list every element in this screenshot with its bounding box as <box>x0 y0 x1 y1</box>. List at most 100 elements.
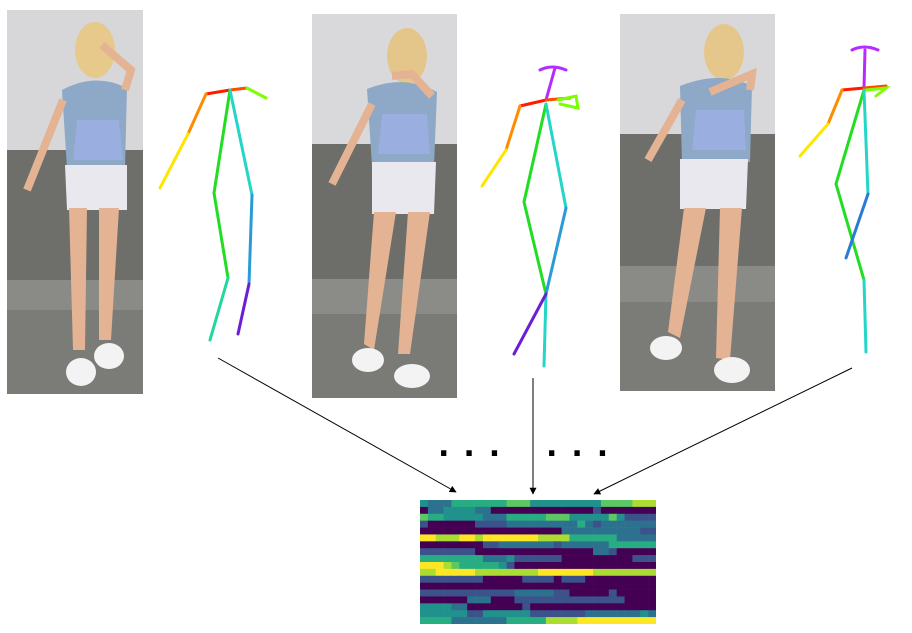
heatmap-cell <box>420 603 429 611</box>
heatmap-cell <box>475 520 484 528</box>
heatmap-cell <box>545 589 555 597</box>
heatmap-cell <box>561 589 570 597</box>
heatmap-cell <box>522 603 531 611</box>
heatmap-cell <box>498 520 507 528</box>
person-photo-icon <box>312 14 457 398</box>
heatmap-cell <box>545 506 555 515</box>
heatmap-cell <box>616 589 625 597</box>
heatmap-cell <box>553 500 562 508</box>
heatmap-cell <box>467 534 476 542</box>
heatmap-cell <box>538 548 547 556</box>
heatmap-cell <box>490 562 499 570</box>
heatmap-cell <box>553 603 562 611</box>
heatmap-cell <box>640 520 649 528</box>
heatmap-cell <box>593 541 602 549</box>
heatmap-cell <box>490 596 499 604</box>
heatmap-cell <box>648 562 656 570</box>
heatmap-cell <box>482 527 492 535</box>
heatmap-cell <box>459 548 468 556</box>
heatmap-cell <box>569 589 578 597</box>
heatmap-cell <box>427 562 437 570</box>
heatmap-cell <box>427 548 437 556</box>
heatmap-cell <box>443 506 452 515</box>
heatmap-cell <box>640 568 649 577</box>
heatmap-cell <box>427 513 437 521</box>
heatmap-cell <box>545 603 555 611</box>
heatmap-cell <box>420 610 429 618</box>
heatmap-cell <box>600 534 610 542</box>
heatmap-cell <box>506 603 515 611</box>
heatmap-cell <box>506 500 515 508</box>
heatmap-cell <box>648 582 656 590</box>
heatmap-cell <box>482 596 492 604</box>
heatmap-cell <box>435 582 444 590</box>
heatmap-cell <box>593 548 602 556</box>
heatmap-cell <box>467 513 476 521</box>
heatmap-cell <box>467 582 476 590</box>
heatmap-cell <box>585 617 594 624</box>
heatmap-cell <box>538 555 547 563</box>
heatmap-cell <box>608 534 617 542</box>
heatmap-cell <box>420 575 429 583</box>
heatmap-cell <box>514 506 523 515</box>
heatmap-cell <box>482 534 492 542</box>
heatmap-cell <box>443 610 452 618</box>
heatmap-cell <box>420 500 429 508</box>
heatmap-cell <box>482 610 492 618</box>
heatmap-cell <box>522 589 531 597</box>
heatmap-cell <box>593 617 602 624</box>
heatmap-cell <box>451 541 460 549</box>
heatmap-cell <box>522 500 531 508</box>
heatmap-cell <box>600 513 610 521</box>
heatmap-cell <box>451 568 460 577</box>
heatmap-cell <box>545 610 555 618</box>
heatmap-cell <box>420 527 429 535</box>
heatmap-cell <box>427 575 437 583</box>
heatmap-cell <box>648 500 656 508</box>
heatmap-cell <box>553 589 562 597</box>
heatmap-cell <box>459 562 468 570</box>
heatmap-cell <box>648 513 656 521</box>
heatmap-cell <box>427 541 437 549</box>
heatmap-cell <box>427 568 437 577</box>
heatmap-cell <box>467 617 476 624</box>
heatmap-cell <box>490 617 499 624</box>
heatmap-cell <box>593 596 602 604</box>
heatmap-cell <box>506 513 515 521</box>
heatmap-cell <box>561 568 570 577</box>
heatmap-cell <box>490 548 499 556</box>
heatmap-cell <box>648 534 656 542</box>
heatmap-cell <box>569 548 578 556</box>
heatmap-cell <box>514 582 523 590</box>
heatmap-cell <box>553 506 562 515</box>
heatmap-cell <box>435 506 444 515</box>
heatmap-cell <box>577 513 586 521</box>
heatmap-cell <box>569 520 578 528</box>
heatmap-cell <box>435 500 444 508</box>
heatmap-cell <box>585 603 594 611</box>
heatmap-cell <box>435 596 444 604</box>
heatmap-cell <box>459 582 468 590</box>
heatmap-cell <box>530 520 539 528</box>
heatmap-cell <box>482 617 492 624</box>
heatmap-cell <box>640 589 649 597</box>
heatmap-cell <box>569 610 578 618</box>
heatmap-cell <box>640 575 649 583</box>
heatmap-cell <box>624 527 633 535</box>
heatmap-cell <box>577 575 586 583</box>
heatmap-cell <box>490 541 499 549</box>
heatmap-cell <box>420 582 429 590</box>
heatmap-cell <box>506 575 515 583</box>
heatmap-cell <box>506 562 515 570</box>
heatmap-cell <box>538 596 547 604</box>
heatmap-cell <box>553 527 562 535</box>
heatmap-cell <box>498 596 507 604</box>
heatmap-cell <box>616 603 625 611</box>
heatmap-cell <box>616 575 625 583</box>
heatmap-cell <box>467 541 476 549</box>
heatmap-cell <box>569 603 578 611</box>
heatmap-cell <box>545 555 555 563</box>
heatmap-cell <box>482 562 492 570</box>
heatmap-cell <box>624 520 633 528</box>
